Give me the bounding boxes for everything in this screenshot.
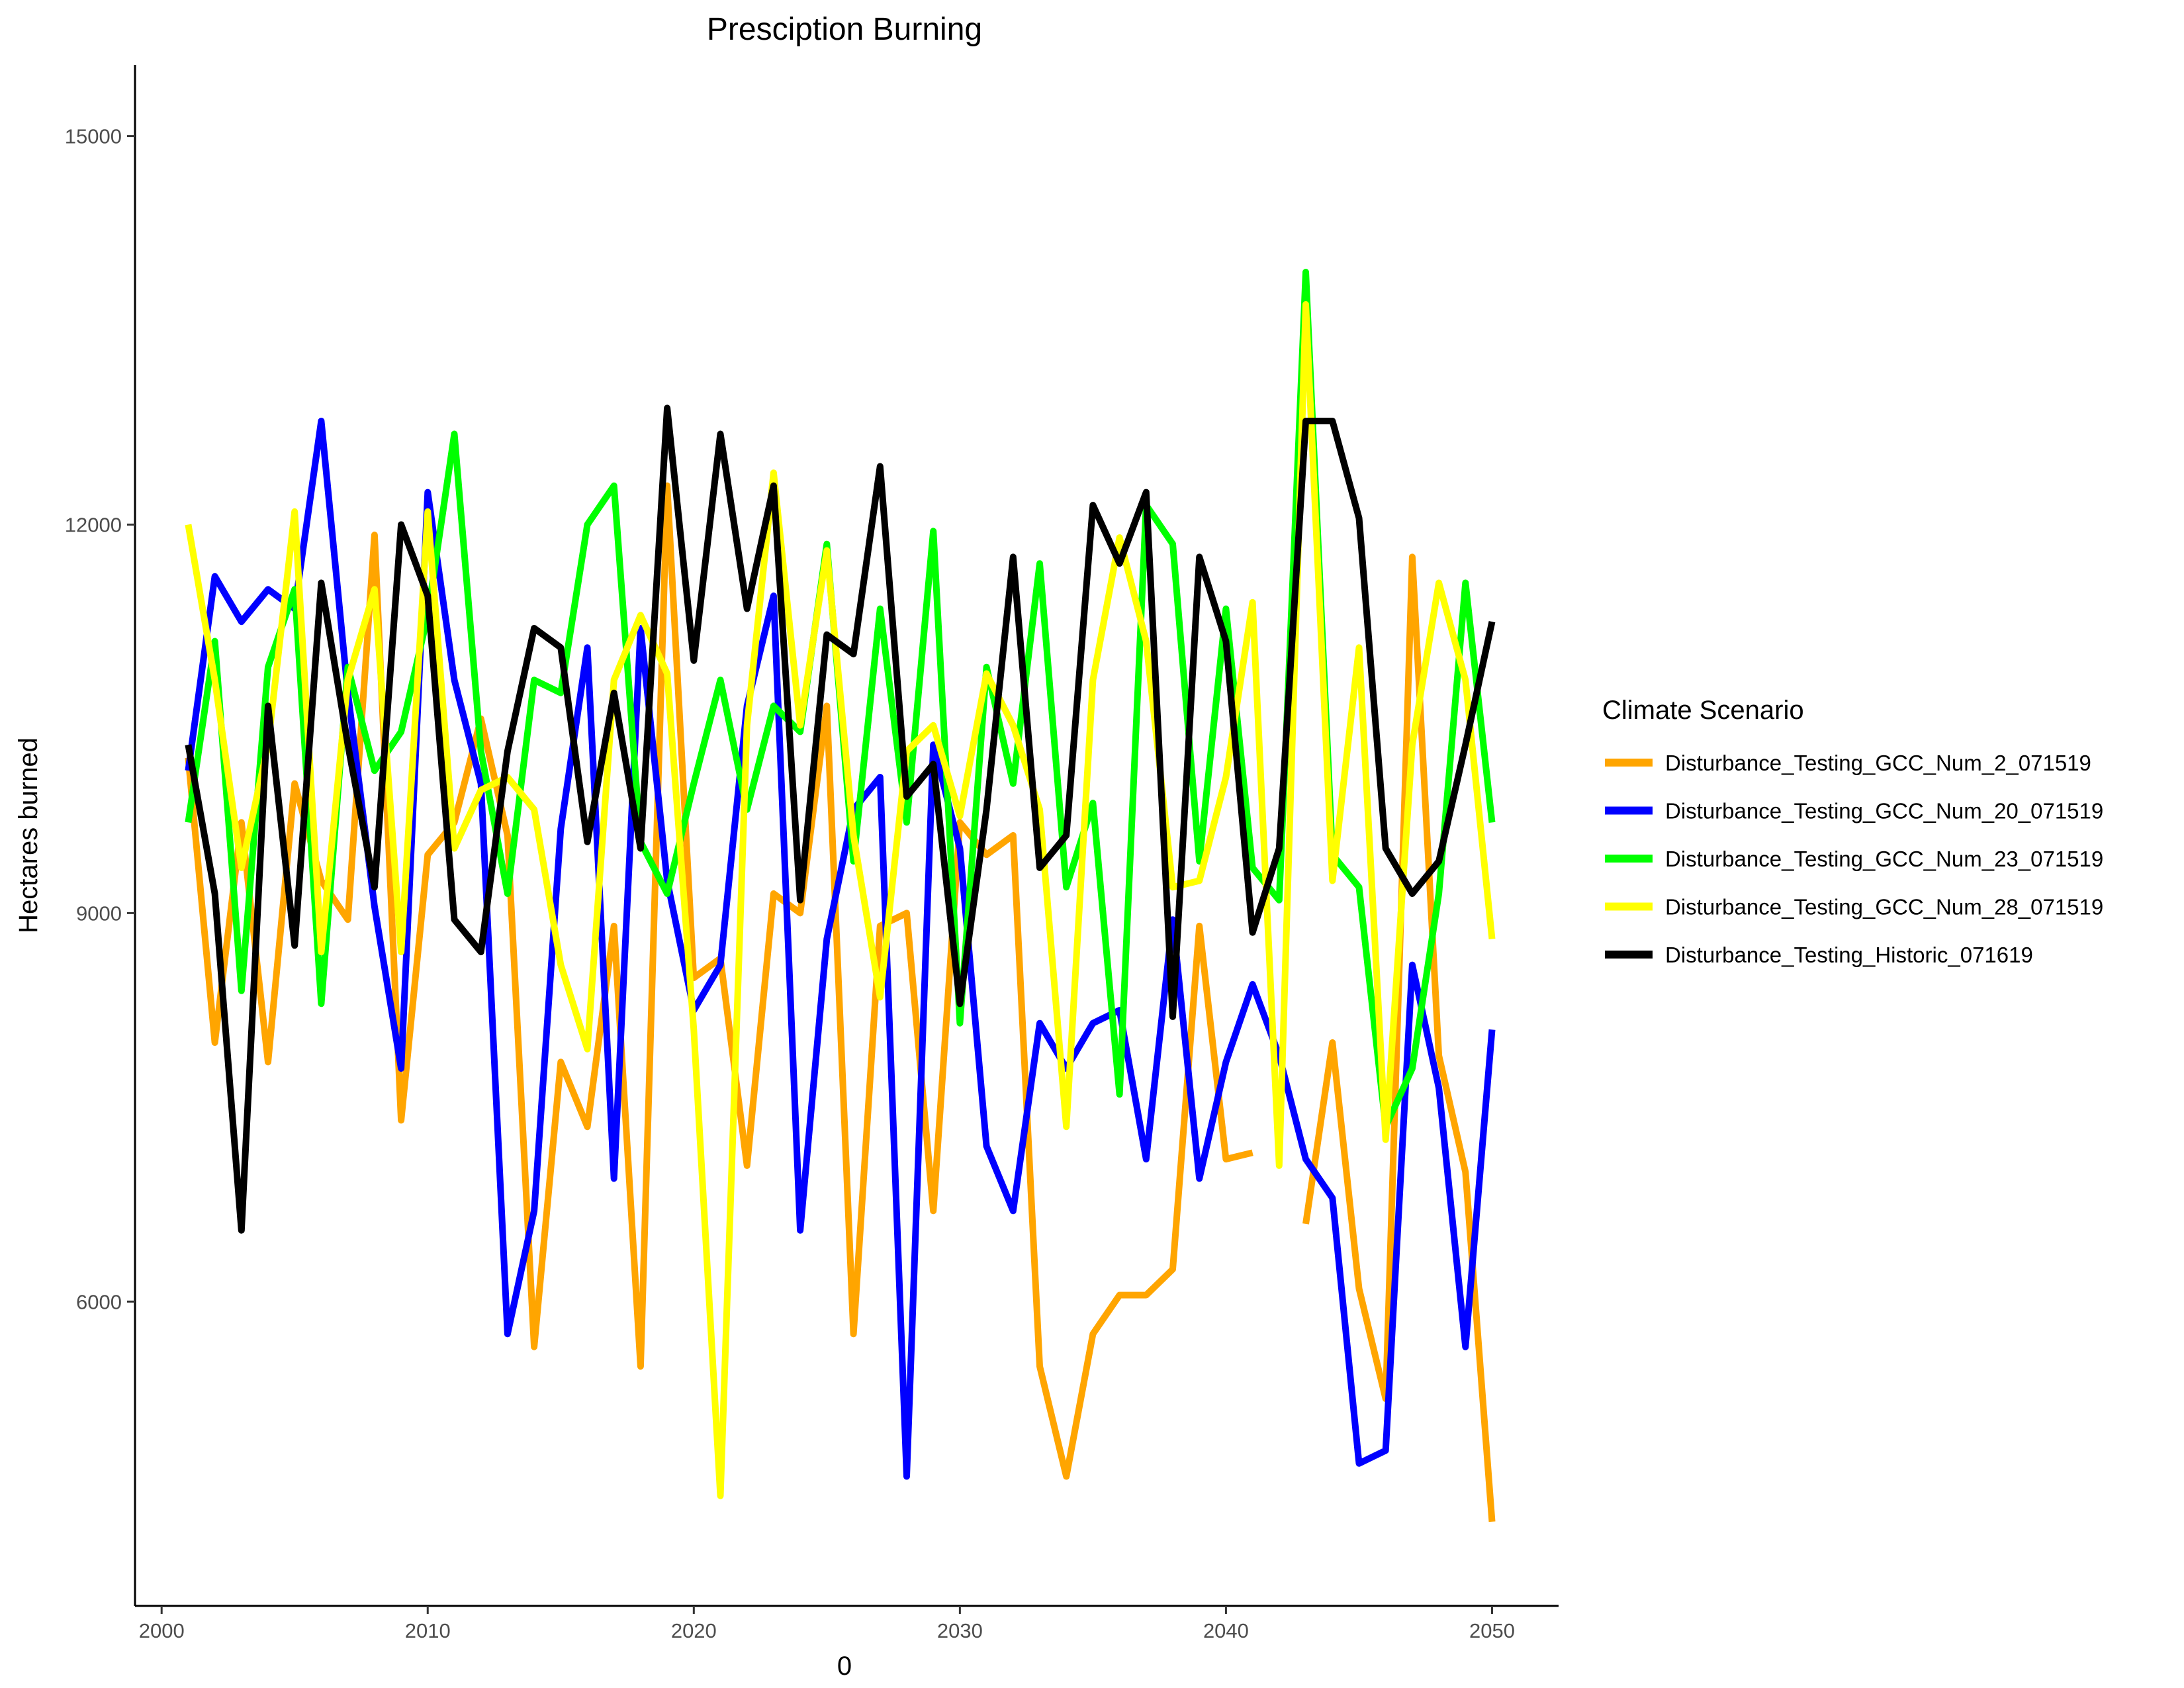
series-line-disturbance-testing-historic-071619 — [185, 404, 1496, 1234]
legend-label: Disturbance_Testing_GCC_Num_28_071519 — [1665, 895, 2103, 919]
x-tick-label: 2000 — [139, 1619, 185, 1642]
y-tick-label: 12000 — [65, 513, 122, 536]
legend: Climate Scenario Disturbance_Testing_GCC… — [1602, 696, 2103, 967]
plot-area — [185, 269, 1496, 1523]
y-axis: 6000 9000 12000 15000 — [65, 125, 135, 1313]
y-tick-label: 15000 — [65, 125, 122, 148]
chart-title: Presciption Burning — [707, 12, 982, 47]
x-tick-label: 2020 — [671, 1619, 717, 1642]
y-axis-title: Hectares burned — [14, 737, 43, 933]
x-tick-label: 2050 — [1469, 1619, 1515, 1642]
legend-title: Climate Scenario — [1602, 696, 1804, 725]
y-tick-label: 9000 — [76, 902, 122, 925]
x-tick-label: 2010 — [405, 1619, 451, 1642]
y-tick-label: 6000 — [76, 1290, 122, 1313]
x-axis-title: 0 — [837, 1652, 852, 1681]
legend-label: Disturbance_Testing_GCC_Num_23_071519 — [1665, 847, 2103, 871]
legend-items: Disturbance_Testing_GCC_Num_2_071519 Dist… — [1605, 751, 2103, 967]
x-axis: 2000 2010 2020 2030 2040 2050 — [139, 1606, 1515, 1642]
x-tick-label: 2040 — [1203, 1619, 1249, 1642]
legend-label: Disturbance_Testing_GCC_Num_2_071519 — [1665, 751, 2091, 775]
x-tick-label: 2030 — [937, 1619, 983, 1642]
series-line-disturbance-testing-gcc-num-28-071519 — [185, 301, 1496, 1499]
legend-label: Disturbance_Testing_Historic_071619 — [1665, 943, 2033, 967]
legend-label: Disturbance_Testing_GCC_Num_20_071519 — [1665, 799, 2103, 823]
